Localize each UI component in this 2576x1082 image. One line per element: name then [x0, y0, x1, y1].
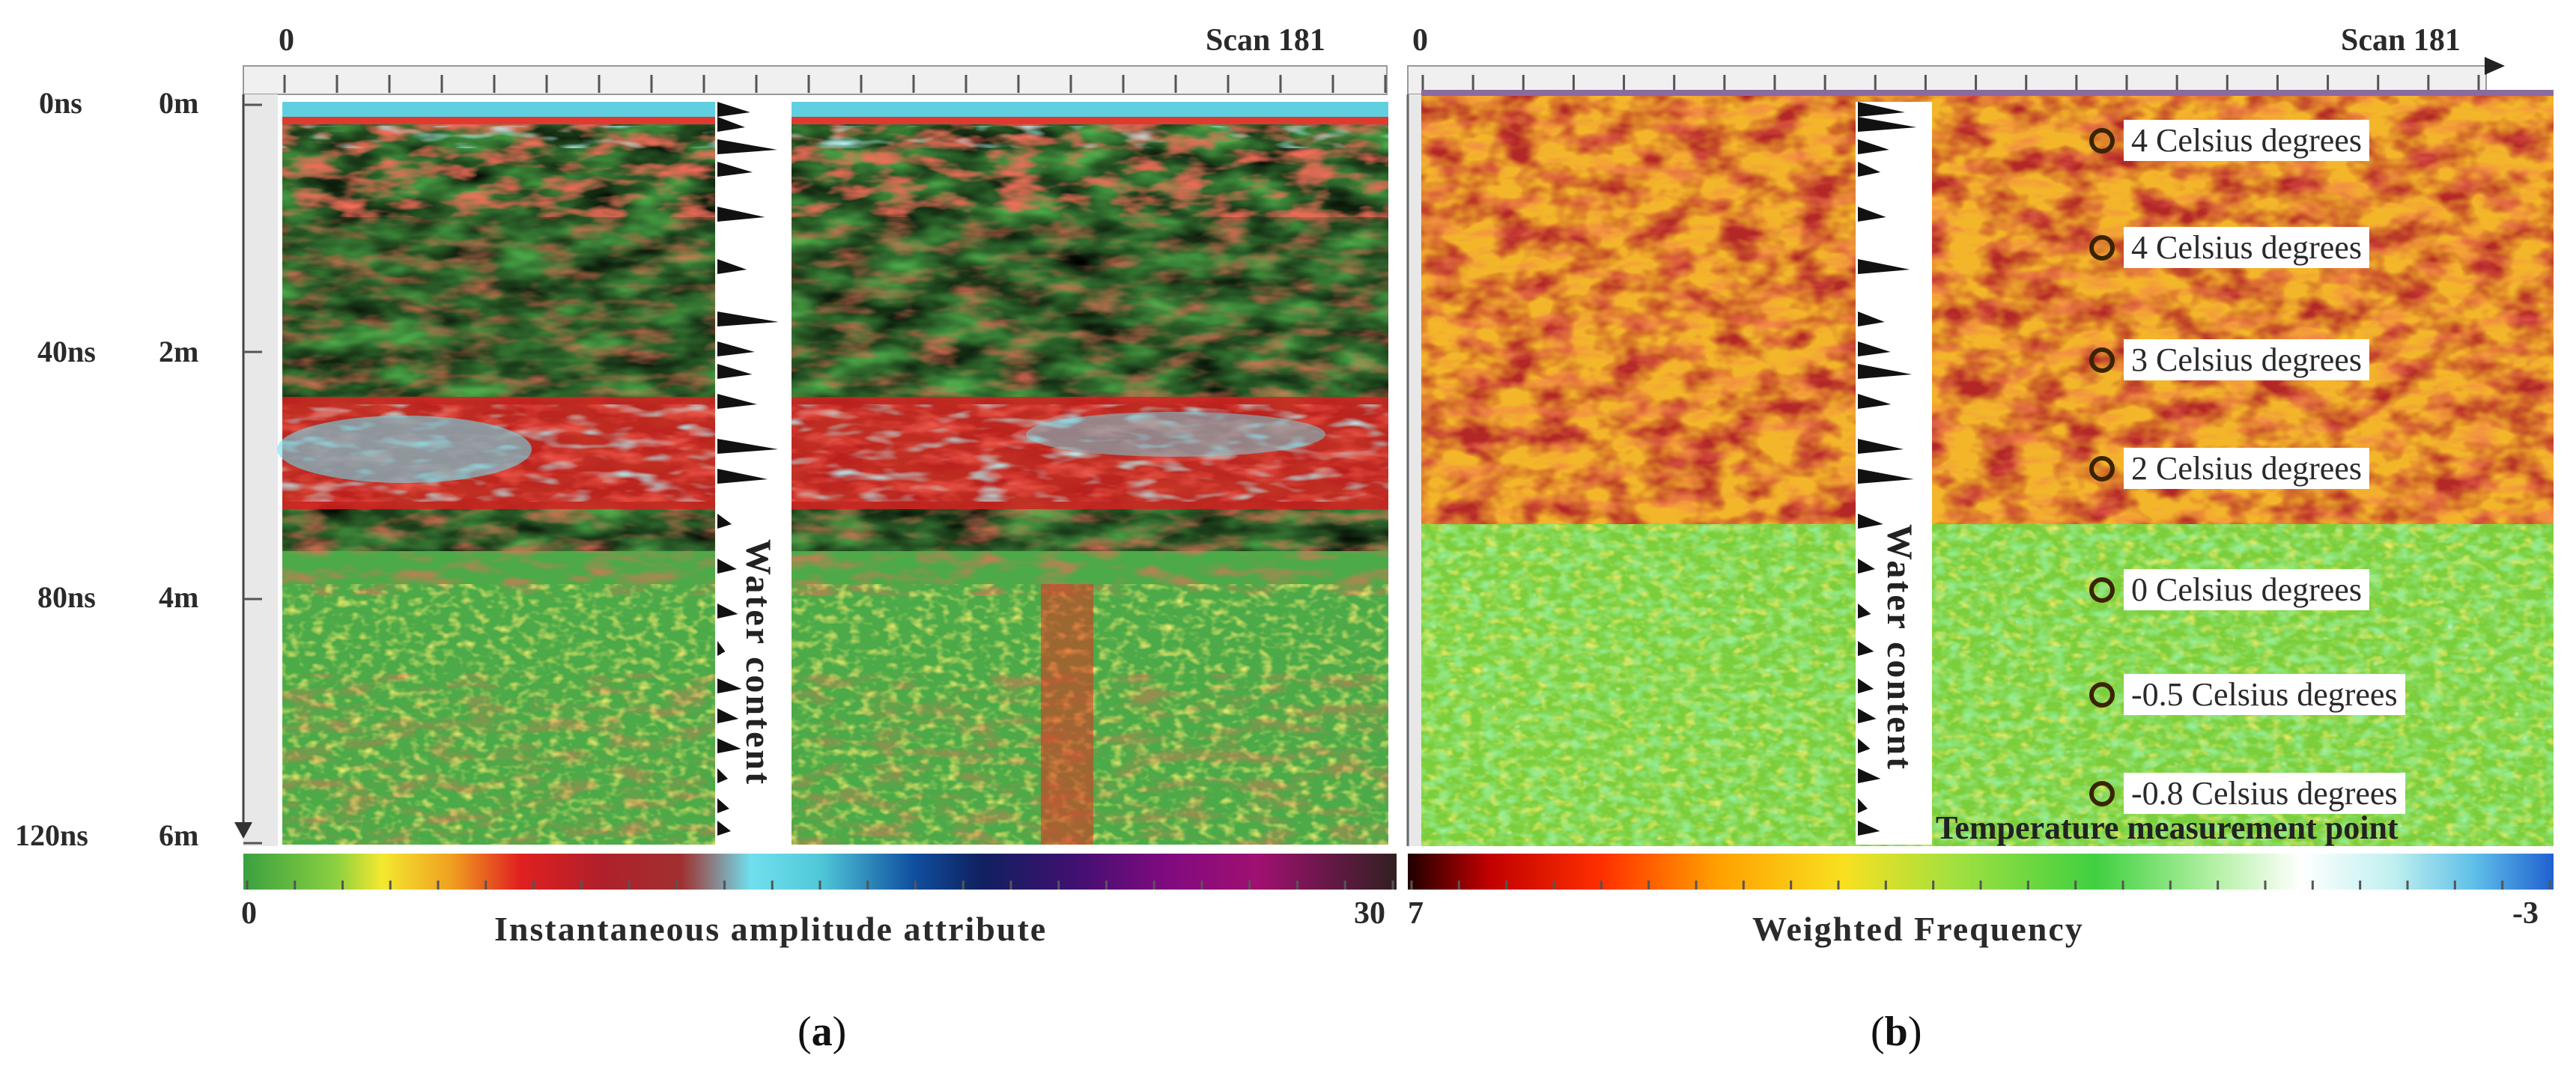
time-label-120: 120ns — [15, 818, 88, 852]
temp-value: 0 Celsius degrees — [2124, 569, 2369, 610]
panel-b-top-axis — [1407, 65, 2487, 95]
panel-a-colorbar-title: Instantaneous amplitude attribute — [494, 910, 1048, 948]
panel-b-left-strip — [1408, 94, 1421, 846]
temp-point-5: 0 Celsius degrees — [2089, 569, 2369, 610]
temp-point-3: 3 Celsius degrees — [2089, 339, 2369, 380]
temp-marker — [2089, 234, 2115, 261]
panel-a-caption: (a) — [798, 1009, 847, 1055]
time-label-0: 0ns — [39, 86, 82, 120]
panel-b-colorbar-min: 7 — [1408, 896, 1424, 931]
panel-b-axis-arrow — [2485, 57, 2505, 75]
panel-b-colorbar-ticks — [1410, 881, 2551, 890]
panel-a-top-axis — [243, 65, 1388, 95]
temp-marker — [2089, 127, 2115, 154]
temp-marker — [2089, 347, 2115, 373]
panel-b-caption-letter: b — [1884, 1009, 1908, 1055]
panel-b-colorbar-max: -3 — [2512, 896, 2539, 931]
depth-label-0: 0m — [159, 86, 199, 120]
depth-label-4: 4m — [159, 580, 199, 614]
temperature-title: Temperature measurement point — [1936, 809, 2399, 846]
temp-value: -0.8 Celsius degrees — [2124, 773, 2405, 814]
time-label-80: 80ns — [37, 580, 96, 614]
temp-value: -0.5 Celsius degrees — [2124, 674, 2405, 715]
panel-a-colorbar-min: 0 — [241, 896, 257, 931]
panel-a-scan-end: Scan 181 — [1206, 23, 1325, 58]
temp-value: 4 Celsius degrees — [2124, 227, 2369, 268]
panel-b — [1406, 57, 2554, 846]
panel-b-caption: (b) — [1871, 1009, 1922, 1055]
temp-marker — [2089, 455, 2115, 481]
panel-a-caption-letter: a — [811, 1009, 833, 1055]
temp-point-4: 2 Celsius degrees — [2089, 448, 2369, 489]
panel-b-scan-end: Scan 181 — [2341, 23, 2461, 58]
panel-a-axis-arrow — [234, 822, 252, 839]
time-label-40: 40ns — [37, 335, 96, 368]
depth-label-6: 6m — [159, 818, 199, 852]
panel-a-top-ticks — [283, 75, 1387, 93]
temp-marker — [2089, 681, 2115, 708]
panel-a-water-trace — [717, 102, 779, 845]
panel-a — [234, 65, 1388, 846]
panel-b-heatmap — [1421, 90, 2554, 846]
temp-value: 3 Celsius degrees — [2124, 339, 2369, 380]
temp-point-7: -0.8 Celsius degrees — [2089, 773, 2405, 814]
panel-b-scan-start: 0 — [1412, 23, 1428, 58]
panel-b-colorbar-title: Weighted Frequency — [1752, 910, 2084, 948]
temp-point-6: -0.5 Celsius degrees — [2089, 674, 2405, 715]
panel-divider — [1397, 45, 1408, 936]
temp-marker — [2089, 577, 2115, 603]
temp-value: 4 Celsius degrees — [2124, 120, 2369, 161]
depth-label-2: 2m — [159, 335, 199, 368]
panel-b-water-label: Water content — [1880, 524, 1919, 772]
panel-a-heatmap — [277, 102, 1388, 845]
panel-a-water-label: Water content — [738, 539, 778, 787]
temp-point-1: 4 Celsius degrees — [2089, 120, 2369, 161]
panel-a-colorbar-ticks — [246, 881, 1394, 890]
panel-a-left-strip — [243, 94, 278, 846]
panel-a-colorbar-max: 30 — [1354, 896, 1385, 931]
panel-b-water-trace — [1858, 102, 1917, 845]
temp-marker — [2089, 780, 2115, 806]
temp-value: 2 Celsius degrees — [2124, 448, 2369, 489]
panel-a-scan-start: 0 — [279, 23, 294, 58]
temp-point-2: 4 Celsius degrees — [2089, 227, 2369, 268]
